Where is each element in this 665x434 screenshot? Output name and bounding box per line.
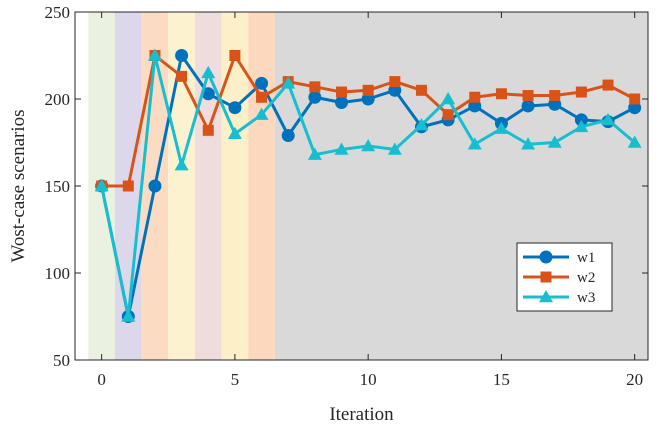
data-point-w2 [202, 124, 214, 136]
data-point-w3 [361, 138, 376, 152]
x-axis-label: Iteration [329, 404, 394, 425]
data-point-w3 [147, 48, 162, 61]
background-band-6 [248, 12, 275, 360]
y-axis-label: Wost-case scenarios [8, 109, 29, 262]
x-tick-label: 0 [97, 370, 106, 389]
x-tick-label: 5 [231, 370, 240, 389]
data-point-w2 [122, 180, 134, 192]
data-point-w3 [574, 119, 589, 133]
data-point-w3 [174, 158, 189, 171]
data-point-w3 [227, 126, 242, 140]
data-point-w2 [575, 86, 587, 98]
legend-marker-w3 [539, 290, 553, 303]
data-point-w3 [494, 121, 509, 134]
data-point-w2 [336, 86, 348, 98]
data-point-w2 [629, 93, 641, 105]
x-tick-label: 20 [626, 370, 643, 389]
y-tick-label: 100 [45, 264, 71, 283]
data-point-w3 [521, 137, 536, 150]
data-point-w1 [148, 179, 162, 193]
x-tick-label: 10 [360, 370, 377, 389]
data-point-w2 [256, 91, 268, 103]
data-point-w3 [94, 179, 109, 192]
data-point-w1 [335, 95, 349, 109]
data-point-w2 [469, 91, 481, 103]
x-tick-label: 15 [493, 370, 510, 389]
y-tick-label: 50 [53, 351, 70, 370]
legend-label-w2: w2 [577, 270, 595, 286]
data-point-w2 [522, 90, 534, 102]
data-point-w2 [415, 84, 427, 96]
data-point-w2 [442, 109, 454, 121]
data-point-w3 [467, 137, 482, 150]
data-point-w2 [229, 50, 241, 61]
data-point-w3 [601, 112, 616, 126]
data-point-w1 [228, 101, 242, 115]
series-layer [94, 48, 642, 323]
data-point-w3 [201, 65, 216, 79]
data-point-w2 [176, 70, 188, 82]
data-point-w2 [362, 84, 374, 96]
legend-label-w1: w1 [577, 250, 595, 266]
data-point-w1 [255, 76, 269, 90]
data-point-w2 [389, 76, 401, 88]
axis-ticks: 0 5 10 15 20 50 100 150 200 250 [45, 3, 648, 389]
legend-label-w3: w3 [577, 290, 595, 306]
data-point-w3 [281, 76, 296, 89]
data-point-w3 [627, 135, 642, 148]
data-point-w3 [334, 142, 349, 155]
data-point-w3 [414, 118, 429, 131]
data-point-w1 [281, 129, 295, 143]
data-point-w1 [201, 87, 215, 101]
data-point-w3 [121, 309, 136, 322]
legend-marker-w1 [539, 250, 553, 264]
data-point-w3 [441, 92, 456, 105]
y-tick-label: 150 [45, 177, 71, 196]
legend: w1 w2 w3 [516, 242, 613, 312]
data-point-w3 [547, 135, 562, 148]
background-band-3 [168, 12, 195, 360]
data-point-w1 [521, 99, 535, 113]
data-point-w1 [308, 90, 322, 104]
data-point-w3 [387, 142, 402, 155]
data-point-w1 [175, 49, 189, 62]
y-tick-label: 250 [45, 3, 71, 22]
data-point-w2 [309, 81, 321, 93]
data-point-w2 [549, 90, 561, 102]
data-point-w3 [307, 147, 322, 160]
background-band-5 [221, 12, 249, 360]
data-point-w2 [602, 79, 614, 91]
data-point-w3 [254, 107, 269, 120]
data-point-w2 [495, 88, 507, 100]
background-band-4 [194, 12, 222, 360]
series-w3 [94, 48, 642, 322]
y-tick-label: 200 [45, 90, 71, 109]
legend-marker-w2 [540, 271, 552, 283]
